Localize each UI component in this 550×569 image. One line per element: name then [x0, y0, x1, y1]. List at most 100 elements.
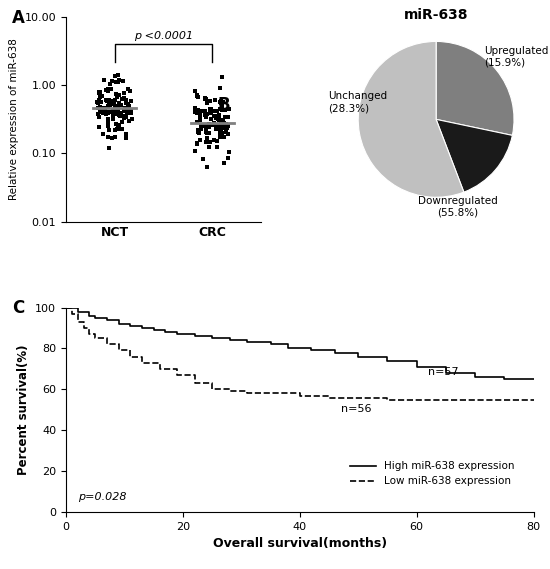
Point: [202, 136, 211, 145]
Point: [94, 104, 102, 113]
Point: [96, 108, 105, 117]
Point: [114, 109, 123, 118]
Point: [216, 121, 224, 130]
Point: [125, 101, 134, 110]
Point: [103, 85, 112, 94]
Point: [202, 123, 211, 133]
Point: [95, 107, 104, 116]
Point: [200, 121, 208, 130]
Point: [196, 122, 205, 131]
Point: [211, 113, 220, 122]
Point: [216, 104, 225, 113]
Point: [220, 118, 229, 127]
Point: [205, 122, 214, 131]
Point: [114, 77, 123, 86]
Low miR-638 expression: [103, 335, 110, 341]
Point: [112, 77, 120, 86]
Point: [213, 115, 222, 124]
Low miR-638 expression: [127, 353, 134, 360]
Point: [112, 119, 120, 129]
Point: [113, 93, 122, 102]
Point: [100, 103, 108, 112]
High miR-638 expression: [530, 376, 537, 382]
Text: p <0.0001: p <0.0001: [134, 31, 193, 42]
Point: [196, 110, 205, 119]
Point: [104, 96, 113, 105]
Point: [193, 109, 202, 118]
Point: [215, 112, 224, 121]
Text: B: B: [218, 96, 230, 114]
Point: [216, 129, 225, 138]
Point: [96, 88, 104, 97]
Text: n=56: n=56: [340, 404, 371, 414]
Point: [118, 124, 127, 133]
Point: [194, 126, 203, 135]
Point: [202, 113, 211, 122]
Point: [119, 76, 128, 85]
Point: [102, 110, 111, 119]
Point: [124, 100, 133, 109]
Point: [104, 101, 113, 110]
Text: Downregulated
(55.8%): Downregulated (55.8%): [418, 196, 498, 217]
Point: [205, 119, 213, 128]
Point: [103, 109, 112, 118]
Point: [111, 102, 119, 111]
Point: [121, 111, 130, 120]
Point: [212, 124, 221, 133]
Low miR-638 expression: [530, 396, 537, 403]
Point: [220, 112, 229, 121]
Point: [217, 117, 226, 126]
Point: [206, 138, 215, 147]
Point: [225, 147, 234, 156]
Point: [200, 110, 209, 119]
Point: [108, 97, 117, 106]
Point: [207, 104, 216, 113]
Point: [220, 158, 229, 167]
High miR-638 expression: [308, 345, 315, 352]
Point: [109, 106, 118, 116]
Low miR-638 expression: [127, 347, 134, 354]
Point: [192, 92, 201, 101]
Point: [98, 91, 107, 100]
Point: [111, 95, 119, 104]
Point: [219, 123, 228, 132]
Text: Unchanged
(28.3%): Unchanged (28.3%): [328, 92, 388, 113]
Point: [123, 106, 131, 116]
Point: [123, 108, 131, 117]
Point: [120, 93, 129, 102]
Point: [191, 105, 200, 114]
Point: [98, 109, 107, 118]
Point: [223, 121, 232, 130]
Point: [210, 118, 219, 127]
Wedge shape: [358, 42, 464, 197]
Point: [218, 105, 227, 114]
Line: High miR-638 expression: High miR-638 expression: [66, 307, 534, 379]
Point: [206, 104, 214, 113]
Point: [118, 94, 127, 104]
High miR-638 expression: [150, 324, 157, 331]
Point: [212, 124, 221, 133]
Point: [192, 139, 201, 148]
Point: [215, 133, 224, 142]
Point: [218, 102, 227, 111]
Point: [98, 130, 107, 139]
Point: [122, 133, 130, 142]
Point: [194, 108, 203, 117]
Point: [104, 96, 113, 105]
Point: [125, 116, 134, 125]
Point: [201, 94, 210, 104]
Point: [112, 89, 121, 98]
High miR-638 expression: [530, 376, 537, 382]
Point: [93, 97, 102, 106]
Point: [128, 115, 136, 124]
Point: [109, 114, 118, 123]
Point: [101, 105, 109, 114]
Point: [106, 84, 115, 93]
Point: [124, 84, 133, 93]
Point: [120, 112, 129, 121]
Point: [127, 106, 136, 116]
Point: [126, 109, 135, 118]
Point: [107, 134, 116, 143]
Point: [223, 154, 232, 163]
X-axis label: Overall survival(months): Overall survival(months): [213, 537, 387, 550]
